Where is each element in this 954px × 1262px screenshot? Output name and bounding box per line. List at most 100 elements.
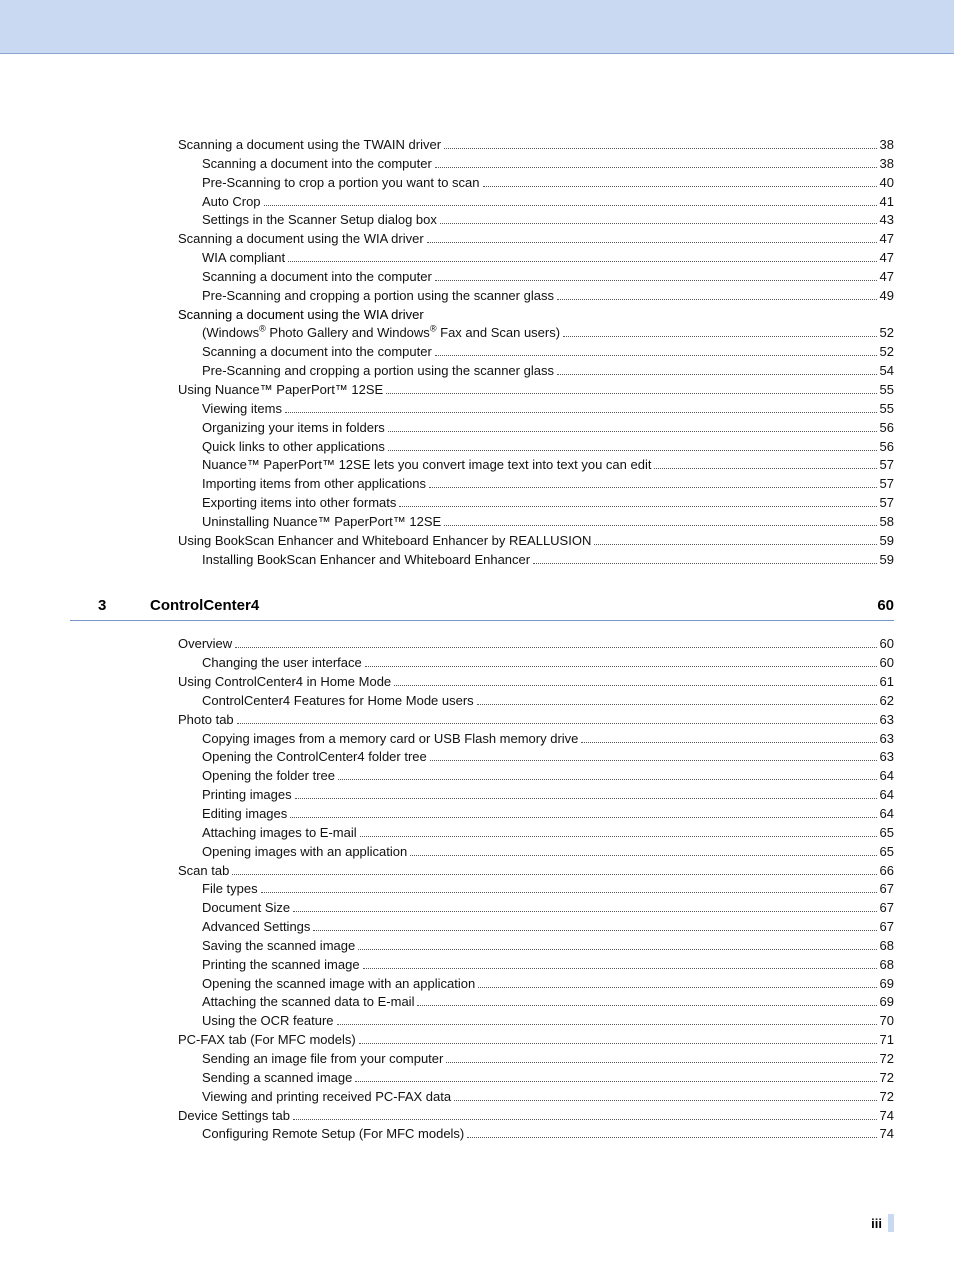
toc-entry-page: 49 bbox=[880, 287, 894, 306]
toc-entry-page: 63 bbox=[880, 711, 894, 730]
toc-entry-label: Pre-Scanning and cropping a portion usin… bbox=[202, 287, 554, 306]
toc-entry[interactable]: Scanning a document into the computer 38 bbox=[70, 155, 894, 174]
toc-leader-dots bbox=[337, 1014, 877, 1025]
toc-entry-page: 55 bbox=[880, 381, 894, 400]
toc-entry[interactable]: Installing BookScan Enhancer and Whitebo… bbox=[70, 551, 894, 570]
header-band bbox=[0, 0, 954, 54]
toc-entry[interactable]: Advanced Settings 67 bbox=[70, 918, 894, 937]
toc-entry[interactable]: Viewing items 55 bbox=[70, 400, 894, 419]
toc-entry[interactable]: ControlCenter4 Features for Home Mode us… bbox=[70, 692, 894, 711]
toc-entry[interactable]: Pre-Scanning and cropping a portion usin… bbox=[70, 362, 894, 381]
toc-entry[interactable]: Photo tab 63 bbox=[70, 711, 894, 730]
toc-entry-page: 38 bbox=[880, 136, 894, 155]
toc-leader-dots bbox=[363, 958, 877, 969]
toc-leader-dots bbox=[399, 496, 876, 507]
toc-entry[interactable]: (Windows® Photo Gallery and Windows® Fax… bbox=[70, 324, 894, 343]
toc-entry-page: 62 bbox=[880, 692, 894, 711]
toc-entry[interactable]: Printing the scanned image 68 bbox=[70, 956, 894, 975]
toc-entry-page: 72 bbox=[880, 1050, 894, 1069]
toc-entry-page: 67 bbox=[880, 918, 894, 937]
toc-entry-page: 54 bbox=[880, 362, 894, 381]
toc-entry[interactable]: Opening images with an application 65 bbox=[70, 843, 894, 862]
toc-entry[interactable]: Viewing and printing received PC-FAX dat… bbox=[70, 1088, 894, 1107]
toc-entry-page: 65 bbox=[880, 824, 894, 843]
toc-entry-label: Viewing items bbox=[202, 400, 282, 419]
toc-entry-label: Pre-Scanning and cropping a portion usin… bbox=[202, 362, 554, 381]
toc-entry[interactable]: Sending an image file from your computer… bbox=[70, 1050, 894, 1069]
toc-entry[interactable]: Settings in the Scanner Setup dialog box… bbox=[70, 211, 894, 230]
toc-entry[interactable]: Opening the scanned image with an applic… bbox=[70, 975, 894, 994]
toc-entry[interactable]: Attaching images to E-mail 65 bbox=[70, 824, 894, 843]
toc-entry-page: 52 bbox=[880, 343, 894, 362]
toc-entry[interactable]: Using ControlCenter4 in Home Mode 61 bbox=[70, 673, 894, 692]
toc-entry[interactable]: Opening the folder tree 64 bbox=[70, 767, 894, 786]
toc-entry[interactable]: Scanning a document into the computer 47 bbox=[70, 268, 894, 287]
toc-entry[interactable]: Device Settings tab 74 bbox=[70, 1107, 894, 1126]
toc-entry[interactable]: Importing items from other applications … bbox=[70, 475, 894, 494]
toc-entry[interactable]: Pre-Scanning and cropping a portion usin… bbox=[70, 287, 894, 306]
toc-entry[interactable]: Scanning a document using the TWAIN driv… bbox=[70, 136, 894, 155]
toc-leader-dots bbox=[293, 901, 876, 912]
toc-entry-label: (Windows® Photo Gallery and Windows® Fax… bbox=[202, 324, 560, 343]
toc-leader-dots bbox=[454, 1090, 876, 1101]
toc-entry-label: Copying images from a memory card or USB… bbox=[202, 730, 578, 749]
toc-entry[interactable]: Nuance™ PaperPort™ 12SE lets you convert… bbox=[70, 456, 894, 475]
section-number: 3 bbox=[70, 597, 122, 614]
toc-entry-page: 58 bbox=[880, 513, 894, 532]
toc-entry-page: 41 bbox=[880, 193, 894, 212]
toc-entry[interactable]: Using BookScan Enhancer and Whiteboard E… bbox=[70, 532, 894, 551]
toc-entry[interactable]: Organizing your items in folders 56 bbox=[70, 419, 894, 438]
toc-entry[interactable]: Uninstalling Nuance™ PaperPort™ 12SE 58 bbox=[70, 513, 894, 532]
toc-entry[interactable]: Overview 60 bbox=[70, 635, 894, 654]
toc-entry[interactable]: Document Size 67 bbox=[70, 899, 894, 918]
toc-entry[interactable]: WIA compliant 47 bbox=[70, 249, 894, 268]
toc-entry-label: Using the OCR feature bbox=[202, 1012, 334, 1031]
toc-leader-dots bbox=[581, 732, 876, 743]
toc-entry[interactable]: Changing the user interface 60 bbox=[70, 654, 894, 673]
toc-entry[interactable]: Opening the ControlCenter4 folder tree 6… bbox=[70, 748, 894, 767]
toc-entry-label: Uninstalling Nuance™ PaperPort™ 12SE bbox=[202, 513, 441, 532]
toc-entry-page: 71 bbox=[880, 1031, 894, 1050]
toc-entry[interactable]: Scanning a document using the WIA driver bbox=[70, 306, 894, 325]
footer-accent-bar bbox=[888, 1214, 894, 1232]
toc-entry-label: Scan tab bbox=[178, 862, 229, 881]
toc-entry-label: Changing the user interface bbox=[202, 654, 362, 673]
toc-entry[interactable]: Scan tab 66 bbox=[70, 862, 894, 881]
toc-entry[interactable]: Scanning a document into the computer 52 bbox=[70, 343, 894, 362]
toc-leader-dots bbox=[360, 826, 877, 837]
toc-entry[interactable]: Pre-Scanning to crop a portion you want … bbox=[70, 174, 894, 193]
toc-entry[interactable]: Sending a scanned image 72 bbox=[70, 1069, 894, 1088]
toc-leader-dots bbox=[467, 1127, 876, 1138]
toc-entry[interactable]: Copying images from a memory card or USB… bbox=[70, 730, 894, 749]
toc-entry[interactable]: Configuring Remote Setup (For MFC models… bbox=[70, 1125, 894, 1144]
toc-entry[interactable]: Exporting items into other formats 57 bbox=[70, 494, 894, 513]
toc-entry[interactable]: Attaching the scanned data to E-mail 69 bbox=[70, 993, 894, 1012]
toc-leader-dots bbox=[654, 458, 876, 469]
toc-leader-dots bbox=[313, 920, 876, 931]
toc-entry-label: WIA compliant bbox=[202, 249, 285, 268]
toc-entry[interactable]: Auto Crop 41 bbox=[70, 193, 894, 212]
toc-entry-page: 40 bbox=[880, 174, 894, 193]
toc-entry-label: Saving the scanned image bbox=[202, 937, 355, 956]
toc-entry-label: Photo tab bbox=[178, 711, 234, 730]
toc-entry[interactable]: Quick links to other applications 56 bbox=[70, 438, 894, 457]
toc-entry-label: Sending a scanned image bbox=[202, 1069, 352, 1088]
toc-entry[interactable]: Using the OCR feature 70 bbox=[70, 1012, 894, 1031]
toc-entry-label: Nuance™ PaperPort™ 12SE lets you convert… bbox=[202, 456, 651, 475]
toc-entry[interactable]: File types 67 bbox=[70, 880, 894, 899]
toc-entry-page: 67 bbox=[880, 899, 894, 918]
toc-leader-dots bbox=[430, 750, 877, 761]
toc-entry[interactable]: Using Nuance™ PaperPort™ 12SE 55 bbox=[70, 381, 894, 400]
toc-entry[interactable]: Printing images 64 bbox=[70, 786, 894, 805]
toc-entry-label: Scanning a document into the computer bbox=[202, 343, 432, 362]
toc-entry[interactable]: Editing images 64 bbox=[70, 805, 894, 824]
toc-leader-dots bbox=[557, 289, 877, 300]
toc-entry-label: Opening the folder tree bbox=[202, 767, 335, 786]
toc-leader-dots bbox=[359, 1033, 877, 1044]
toc-entry[interactable]: PC-FAX tab (For MFC models) 71 bbox=[70, 1031, 894, 1050]
toc-entry-page: 72 bbox=[880, 1069, 894, 1088]
toc-entry-label: Using ControlCenter4 in Home Mode bbox=[178, 673, 391, 692]
toc-entry[interactable]: Scanning a document using the WIA driver… bbox=[70, 230, 894, 249]
toc-entry[interactable]: Saving the scanned image 68 bbox=[70, 937, 894, 956]
toc-entry-page: 65 bbox=[880, 843, 894, 862]
